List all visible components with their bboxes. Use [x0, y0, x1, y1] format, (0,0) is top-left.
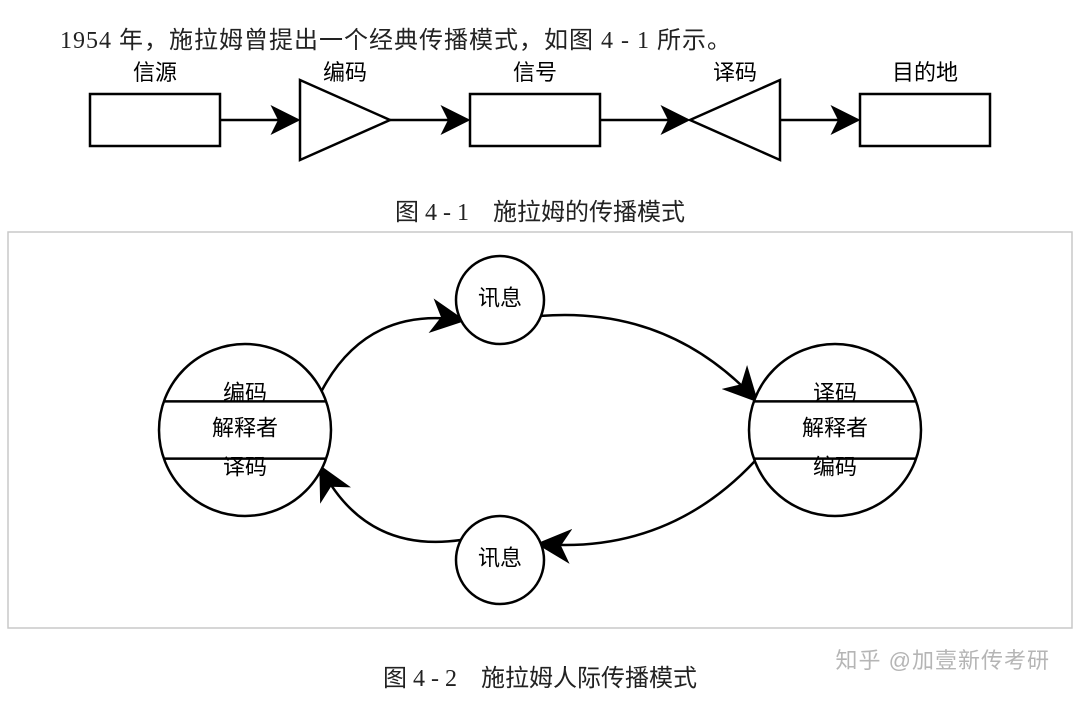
- svg-text:译码: 译码: [223, 455, 267, 480]
- figure-4-2: 编码解释者译码译码解释者编码讯息讯息: [0, 0, 1080, 703]
- svg-text:译码: 译码: [813, 381, 857, 406]
- svg-text:解释者: 解释者: [802, 416, 868, 441]
- page-root: 1954 年，施拉姆曾提出一个经典传播模式，如图 4 - 1 所示。 信源编码信…: [0, 0, 1080, 703]
- svg-text:讯息: 讯息: [478, 546, 522, 571]
- svg-text:讯息: 讯息: [478, 286, 522, 311]
- svg-text:编码: 编码: [223, 381, 267, 406]
- svg-text:解释者: 解释者: [212, 416, 278, 441]
- watermark: 知乎 @加壹新传考研: [836, 643, 1050, 675]
- svg-text:编码: 编码: [813, 455, 857, 480]
